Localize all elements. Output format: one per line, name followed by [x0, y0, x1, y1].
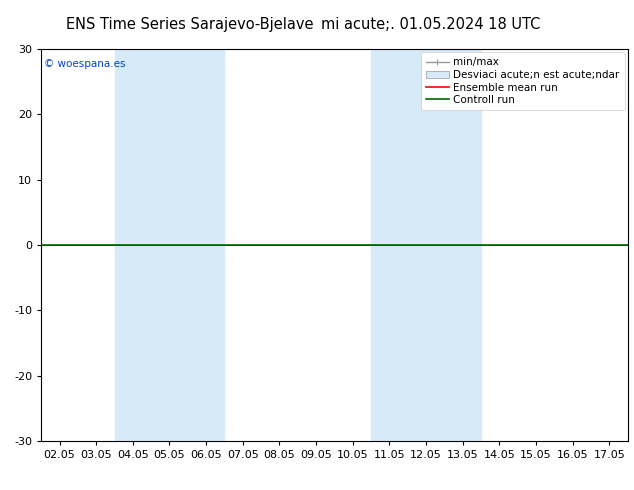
- Text: mi acute;. 01.05.2024 18 UTC: mi acute;. 01.05.2024 18 UTC: [321, 17, 541, 32]
- Bar: [115, 49, 224, 441]
- Text: © woespana.es: © woespana.es: [44, 59, 126, 69]
- Text: ENS Time Series Sarajevo-Bjelave: ENS Time Series Sarajevo-Bjelave: [67, 17, 314, 32]
- Legend: min/max, Desviaci acute;n est acute;ndar, Ensemble mean run, Controll run: min/max, Desviaci acute;n est acute;ndar…: [421, 52, 624, 110]
- Bar: [371, 49, 481, 441]
